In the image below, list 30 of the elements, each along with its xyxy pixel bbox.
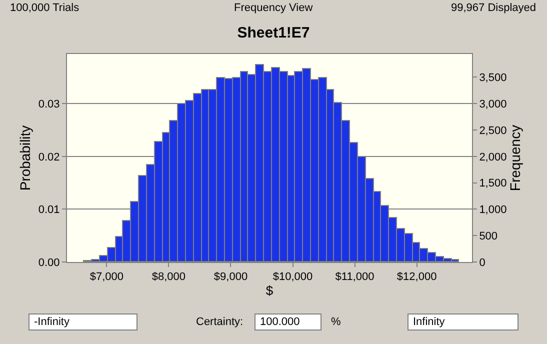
x-tick-label: $9,000 [214, 271, 248, 284]
x-tick-label: $10,000 [272, 271, 313, 284]
y2-tick-label: 0 [479, 256, 486, 269]
y2-tick-label: 3,500 [479, 72, 507, 84]
y2-tick-label: 1,000 [479, 204, 507, 216]
y2-tick-label: 500 [479, 230, 498, 242]
y-tick-label: 0.02 [38, 151, 60, 164]
text: -Infinity [34, 316, 70, 328]
x-axis-title: $ [266, 283, 274, 298]
x-tick-label: $11,000 [335, 271, 374, 284]
y2-tick-label: 3,000 [479, 98, 507, 110]
text: 100,000 Trials [10, 2, 80, 14]
y2-axis-title: Frequency [507, 124, 524, 192]
text: 100.000 [260, 316, 300, 328]
y-axis-title: Probability [16, 125, 33, 191]
text: Infinity [413, 316, 446, 328]
text: Frequency View [234, 2, 313, 14]
x-tick-label: $12,000 [396, 271, 437, 284]
y2-tick-label: 2,500 [479, 124, 507, 137]
y-tick-label: 0.01 [38, 204, 60, 216]
y-tick-label: 0.00 [38, 256, 60, 269]
x-tick-label: $8,000 [152, 271, 186, 284]
y2-tick-label: 2,000 [479, 151, 507, 164]
x-tick-label: $7,000 [90, 271, 124, 284]
y-tick-label: 0.03 [38, 98, 60, 110]
text: % [331, 316, 341, 328]
text: Certainty: [196, 316, 244, 328]
text: 99,967 Displayed [451, 2, 536, 14]
chart-title: Sheet1!E7 [237, 24, 310, 42]
y2-tick-label: 1,500 [479, 178, 507, 190]
